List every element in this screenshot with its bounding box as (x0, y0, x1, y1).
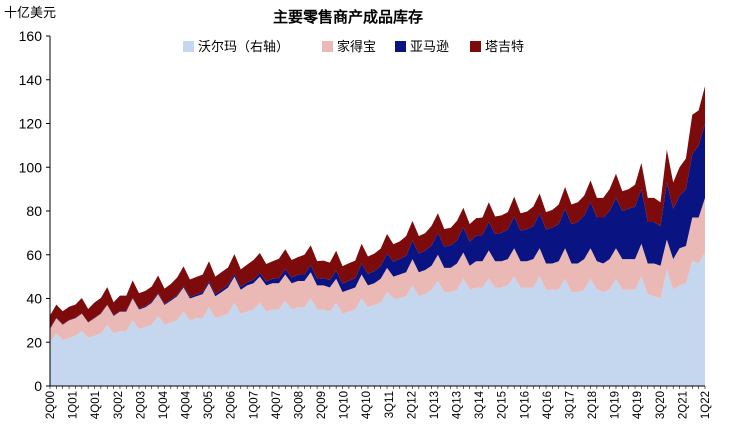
x-tick-label: 1Q04 (158, 390, 170, 419)
legend-swatch (322, 41, 333, 52)
x-tick-label: 4Q01 (90, 391, 102, 419)
x-tick-label: 1Q22 (700, 391, 712, 419)
legend: 沃尔玛（右轴） 家得宝 亚马逊 塔吉特 (183, 39, 524, 55)
y-tick-label: 80 (26, 203, 42, 219)
y-tick-label: 160 (19, 28, 43, 44)
x-tick-label: 1Q13 (429, 391, 441, 419)
x-tick-label: 2Q18 (587, 391, 599, 419)
legend-swatch (395, 41, 406, 52)
legend-label: 亚马逊 (410, 40, 449, 55)
x-tick-label: 2Q03 (135, 391, 147, 419)
chart-title: 主要零售商产成品库存 (273, 8, 423, 26)
x-tick-label: 2Q06 (226, 391, 238, 419)
area-series-group (50, 86, 705, 386)
axes-group: 0 20 40 60 80 100 120 140 160 2Q00 1Q01 4Q01 3Q02 2Q0… (19, 28, 712, 419)
x-tick-label: 4Q16 (542, 391, 554, 419)
x-tick-label: 1Q16 (519, 391, 531, 419)
y-tick-label: 60 (26, 247, 42, 263)
y-tick-label: 120 (19, 116, 43, 132)
x-tick-label: 1Q19 (610, 391, 622, 419)
legend-swatch (183, 41, 194, 52)
y-tick-label: 0 (34, 378, 42, 394)
x-tick-label: 3Q17 (564, 391, 576, 419)
x-tick-label: 3Q11 (384, 391, 396, 418)
x-tick-label: 4Q04 (181, 390, 193, 419)
area-series-4 (50, 86, 705, 329)
legend-swatch (470, 41, 481, 52)
x-tick-label: 4Q10 (361, 391, 373, 419)
area-series-2 (50, 197, 705, 343)
x-tick-label: 3Q08 (293, 391, 305, 419)
area-series-1 (50, 252, 705, 386)
x-tick-label: 4Q13 (452, 391, 464, 419)
x-tick-label: 1Q10 (339, 391, 351, 419)
x-tick-label: 4Q07 (271, 391, 283, 419)
x-tick-label: 3Q02 (113, 391, 125, 419)
x-tick-label: 2Q09 (316, 391, 328, 419)
y-axis-unit-label: 十亿美元 (4, 6, 56, 21)
x-tick-label: 2Q21 (677, 391, 689, 419)
area-series-3 (50, 123, 705, 330)
x-tick-label: 3Q05 (203, 391, 215, 419)
y-tick-label: 40 (26, 291, 42, 307)
x-tick-label: 1Q01 (68, 391, 80, 419)
y-tick-label: 20 (26, 334, 42, 350)
x-tick-label: 3Q20 (655, 391, 667, 419)
x-tick-label: 2Q15 (497, 391, 509, 419)
legend-label: 沃尔玛（右轴） (198, 40, 289, 55)
y-tick-label: 140 (19, 72, 43, 88)
legend-label: 家得宝 (337, 39, 376, 55)
x-tick-label: 2Q12 (406, 391, 418, 419)
legend-label: 塔吉特 (485, 40, 524, 55)
x-tick-label: 3Q14 (474, 390, 486, 419)
x-tick-label: 1Q07 (248, 391, 260, 419)
x-tick-label: 2Q00 (45, 391, 57, 419)
y-tick-label: 100 (19, 159, 43, 175)
x-tick-label: 4Q19 (632, 391, 644, 419)
